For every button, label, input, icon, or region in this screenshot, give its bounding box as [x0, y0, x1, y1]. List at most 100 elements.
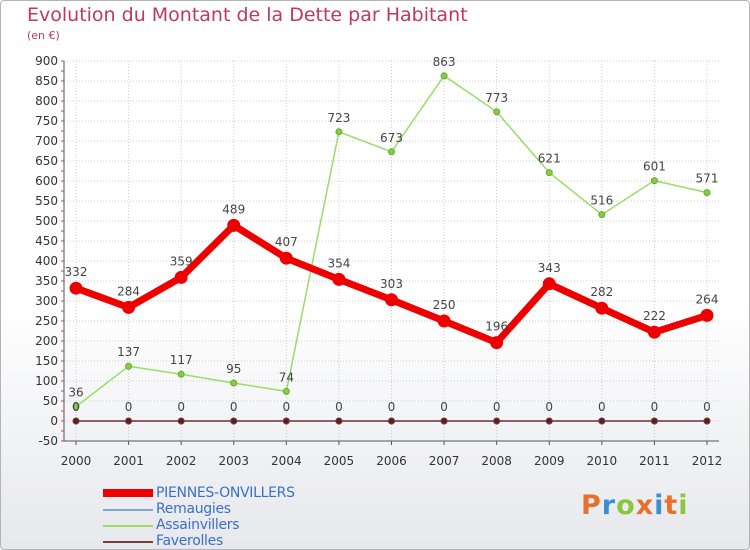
data-label: 407 [275, 235, 298, 249]
data-label: 332 [65, 265, 88, 279]
data-point [174, 270, 188, 284]
data-label: 282 [590, 285, 613, 299]
data-label: 621 [538, 152, 561, 166]
data-point [125, 417, 133, 425]
legend-label: Remaugies [156, 501, 231, 517]
legend-swatch [103, 489, 153, 497]
data-point [545, 169, 553, 177]
y-tick-label: 600 [35, 174, 58, 188]
data-point [122, 300, 136, 314]
logo-letter: P [581, 490, 602, 521]
data-label: 196 [485, 320, 508, 334]
data-label: 0 [440, 400, 448, 414]
data-point [542, 277, 556, 291]
data-point [440, 72, 448, 80]
data-label: 489 [222, 202, 245, 216]
x-tick-label: 2000 [61, 454, 92, 468]
series-layer [69, 72, 714, 425]
data-point [388, 417, 395, 425]
data-label: 117 [170, 353, 193, 367]
label-layer: 332 284 359 489 407 354 303 250 196 343 282 222 264 3… [65, 55, 719, 414]
series-assainvillers [72, 72, 711, 411]
data-point [177, 370, 185, 378]
legend-label: PIENNES-ONVILLERS [156, 485, 295, 501]
y-tick-label: 800 [35, 94, 58, 108]
data-label: 516 [590, 194, 613, 208]
x-tick-label: 2008 [481, 454, 512, 468]
y-tick-label: -50 [38, 434, 58, 448]
data-label: 264 [696, 292, 719, 306]
y-tick-label: 900 [35, 54, 58, 68]
data-point [72, 403, 80, 411]
data-point [493, 108, 501, 116]
data-point [703, 189, 711, 197]
data-label: 74 [279, 370, 294, 384]
x-tick-label: 2001 [113, 454, 144, 468]
chart-subtitle: (en €) [27, 29, 60, 42]
data-label: 284 [117, 284, 140, 298]
y-tick-label: 650 [35, 154, 58, 168]
y-tick-label: 350 [35, 274, 58, 288]
legend-swatch [103, 541, 153, 543]
data-point [125, 362, 133, 370]
data-label: 0 [72, 400, 80, 414]
x-tick-label: 2011 [639, 454, 670, 468]
data-label: 571 [696, 172, 719, 186]
x-tick-label: 2003 [218, 454, 249, 468]
x-tick-label: 2009 [534, 454, 565, 468]
legend-label: Assainvillers [156, 517, 240, 533]
data-label: 0 [283, 400, 291, 414]
data-point [177, 417, 185, 425]
legend-swatch [103, 509, 153, 511]
data-point [282, 417, 290, 425]
data-point [437, 314, 451, 328]
logo-letter: i [678, 490, 689, 521]
data-point [227, 218, 241, 232]
logo-letter: x [635, 490, 655, 521]
legend-label: Faverolles [156, 533, 223, 549]
data-point [282, 387, 290, 395]
data-point [650, 177, 658, 185]
data-point [69, 281, 83, 295]
logo-letter: t [664, 490, 679, 521]
chart-title: Evolution du Montant de la Dette par Hab… [27, 4, 468, 26]
y-tick-label: 450 [35, 234, 58, 248]
data-label: 0 [388, 400, 396, 414]
data-label: 303 [380, 277, 403, 291]
x-tick-label: 2005 [324, 454, 355, 468]
y-tick-label: 200 [35, 334, 58, 348]
series-piennes-onvillers [69, 218, 714, 350]
y-tick-label: 250 [35, 314, 58, 328]
y-tick-label: 750 [35, 114, 58, 128]
data-point [335, 417, 343, 425]
x-tick-label: 2006 [376, 454, 407, 468]
data-label: 0 [493, 400, 501, 414]
data-point [703, 417, 711, 425]
axis-layer: -50 0 50 100 150 200 250 300 350 400 450 500 550 600 6… [35, 54, 722, 468]
data-point [230, 379, 238, 387]
data-point [72, 417, 80, 425]
data-point [700, 308, 714, 322]
x-tick-label: 2004 [271, 454, 302, 468]
data-point [230, 417, 238, 425]
y-tick-label: 100 [35, 374, 58, 388]
y-tick-label: 550 [35, 194, 58, 208]
legend-swatch [103, 525, 153, 527]
data-label: 0 [703, 400, 711, 414]
logo-letter: i [654, 490, 665, 521]
data-label: 0 [230, 400, 238, 414]
data-label: 359 [170, 254, 193, 268]
data-point [595, 301, 609, 315]
data-label: 36 [68, 386, 83, 400]
y-tick-label: 400 [35, 254, 58, 268]
data-point [647, 325, 661, 339]
data-label: 0 [335, 400, 343, 414]
data-point [335, 128, 343, 136]
data-label: 601 [643, 160, 666, 174]
data-label: 137 [117, 345, 140, 359]
data-point [388, 148, 395, 156]
data-label: 773 [485, 91, 508, 105]
data-label: 863 [433, 55, 456, 69]
